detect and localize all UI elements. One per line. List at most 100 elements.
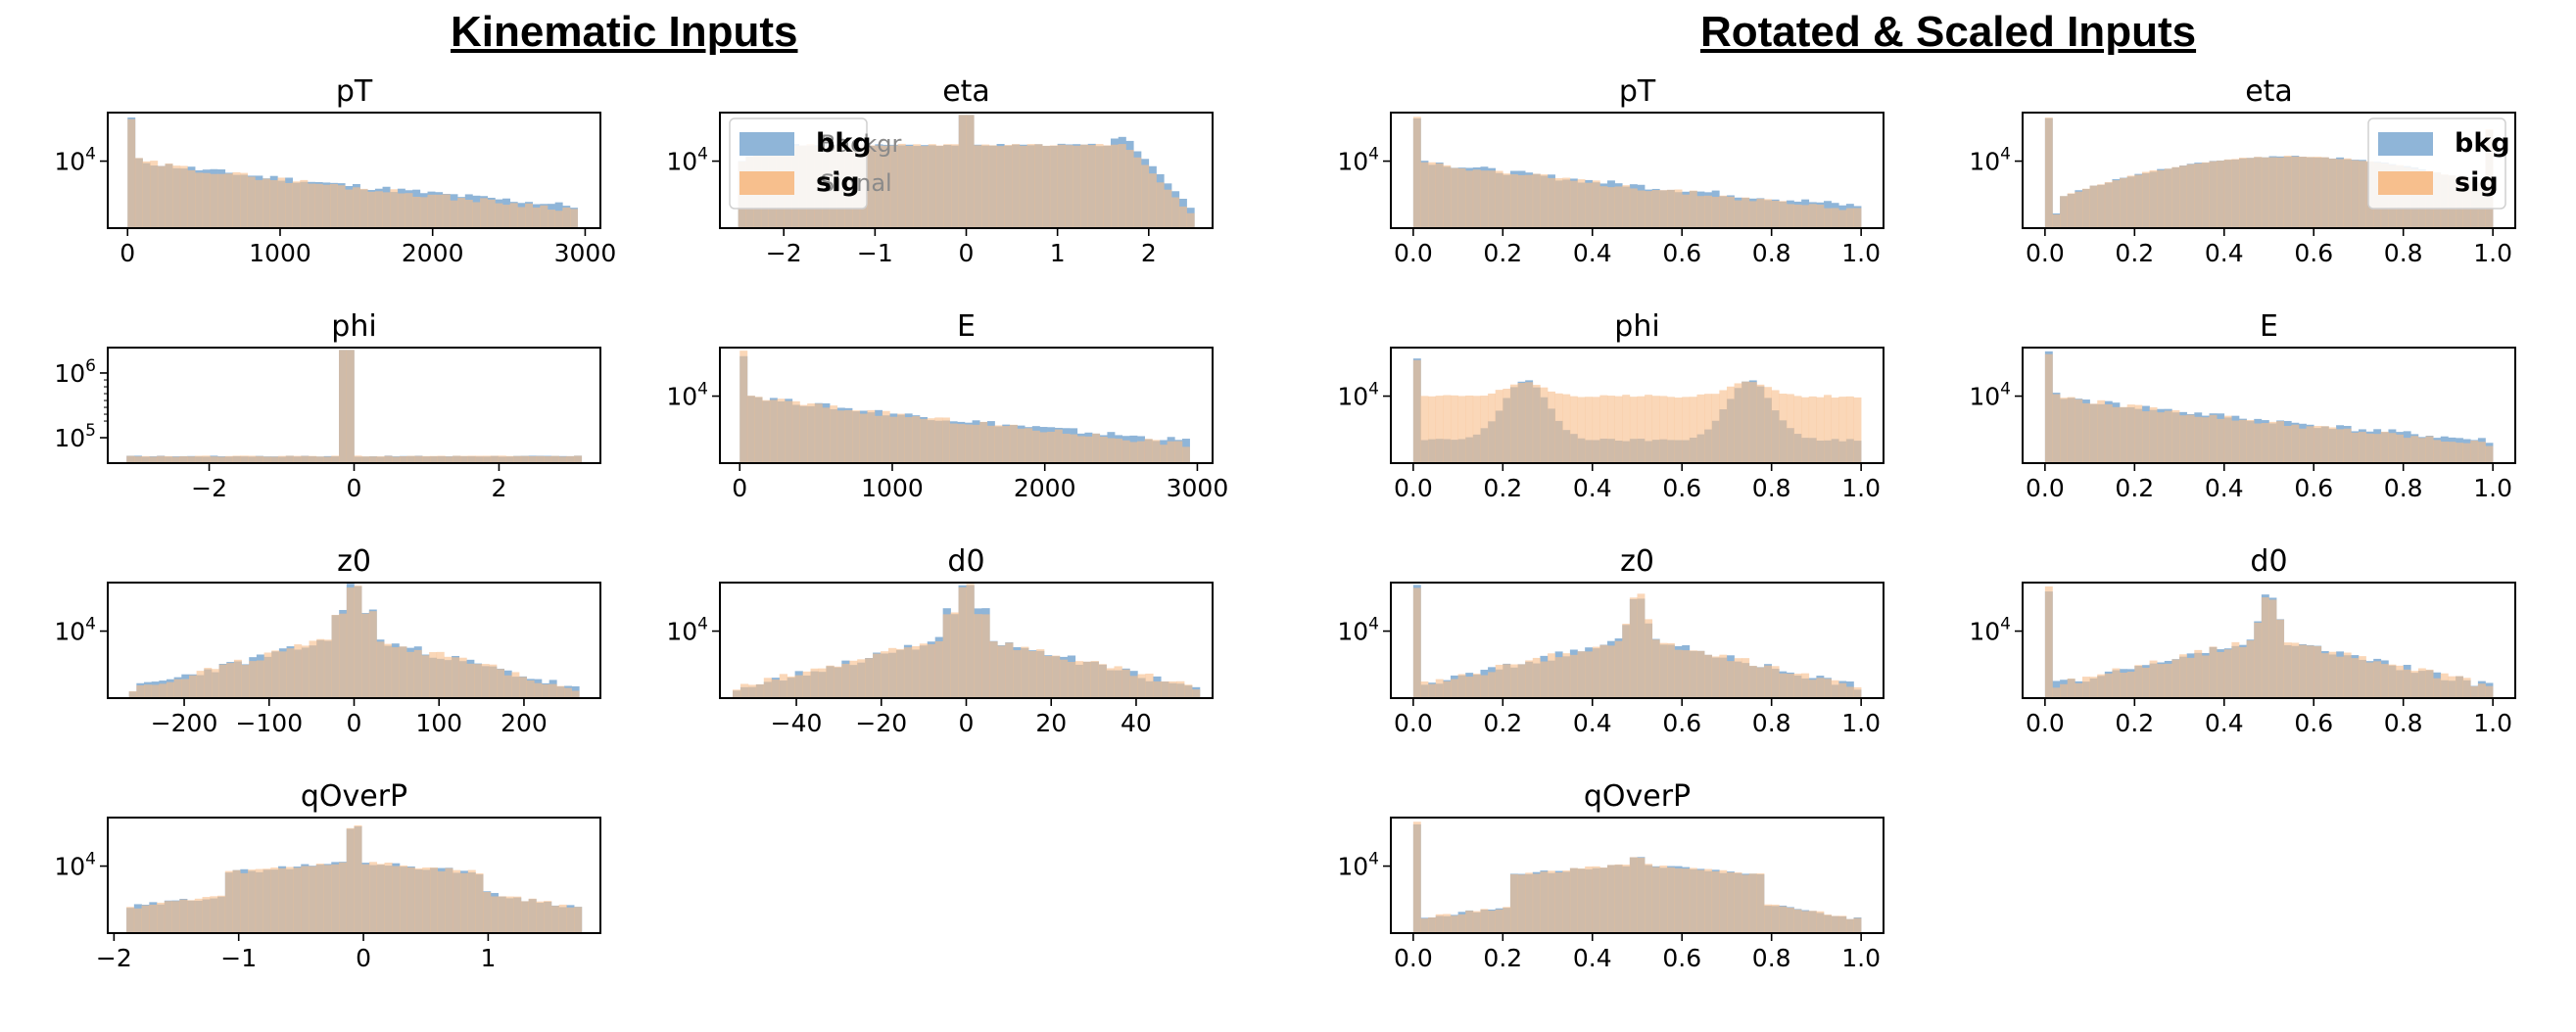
y-tick-label: 104 (1337, 145, 1379, 176)
histogram-bar-sig (1726, 871, 1735, 933)
histogram-bar-sig (1645, 864, 1653, 933)
histogram-bar-sig (1509, 174, 1518, 228)
histogram-bar-sig (2306, 645, 2314, 698)
histogram-bar-sig (1450, 395, 1458, 463)
histogram-bar-sig (1808, 680, 1817, 698)
histogram-bar-sig (2268, 421, 2277, 463)
histogram-bar-sig (1801, 911, 1810, 933)
histogram-bar-sig (1696, 196, 1705, 228)
histogram-bar-sig (472, 202, 481, 228)
histogram-bar-sig (1472, 169, 1481, 228)
histogram-bar-sig (2373, 661, 2382, 698)
histogram-bar-sig (1412, 587, 1421, 698)
plot-frame (107, 817, 601, 934)
histogram-bar-sig (1816, 205, 1825, 228)
histogram-bar-sig (1793, 909, 1802, 933)
histogram-bar-sig (2164, 410, 2172, 463)
histogram-bar-sig (1457, 396, 1466, 463)
histogram-bar-sig (2477, 683, 2486, 698)
x-tick-label: 20 (1035, 709, 1067, 737)
histogram-bar-sig (397, 193, 405, 228)
histogram-bar-sig (1824, 395, 1832, 463)
histogram-bar-sig (1622, 865, 1631, 933)
histogram-bar-sig (2120, 177, 2127, 228)
histogram-bar-sig (2380, 431, 2389, 463)
histogram-bar-sig (566, 907, 575, 933)
plot-frame (719, 347, 1214, 464)
histogram-bar-sig (1472, 674, 1481, 698)
histogram-bar-sig (791, 400, 800, 463)
histogram-bar-sig (2417, 438, 2426, 463)
histogram-bar-sig (1666, 189, 1675, 228)
histogram-bar-sig (1569, 396, 1578, 463)
x-tick-label: −2 (191, 474, 227, 502)
histogram-bar-sig (453, 455, 461, 463)
plot-frame (1390, 582, 1884, 699)
histogram-panel-kinematic-pt: pT 0 1000 2000 3000 104 (54, 74, 616, 267)
histogram-bar-sig (187, 169, 196, 228)
histogram-bar-sig (814, 403, 823, 463)
histogram-bar-sig (762, 399, 771, 463)
histogram-bar-sig (179, 899, 188, 933)
histogram-bar-sig (164, 901, 172, 933)
histogram-bar-sig (285, 182, 293, 228)
histogram-bar-sig (1034, 144, 1043, 228)
histogram-bar-sig (1554, 177, 1563, 228)
histogram-bar-sig (1532, 657, 1541, 698)
histogram-bar-sig (911, 645, 921, 698)
histogram-bar-sig (875, 415, 883, 463)
x-tick-label: 1 (1050, 239, 1066, 267)
histogram-bar-sig (2246, 420, 2255, 463)
histogram-bar-sig (134, 158, 143, 228)
histogram-bar-sig (1057, 144, 1066, 228)
histogram-bar-sig (883, 145, 891, 228)
histogram-bar-sig (141, 905, 150, 933)
histogram-bar-sig (255, 455, 263, 463)
histogram-bar-sig (2298, 428, 2307, 463)
histogram-bar-sig (1450, 679, 1458, 698)
histogram-bar-sig (513, 896, 522, 933)
x-tick-label: 0.2 (2115, 709, 2154, 737)
histogram-bar-sig (1457, 167, 1466, 228)
y-tick-label: 104 (54, 850, 96, 881)
histogram-bar-sig (747, 684, 757, 698)
histogram-bar-sig (1651, 396, 1660, 463)
histogram-panel-scaled-qoverp: qOverP 0.0 0.2 0.4 0.6 0.8 1.0 104 (1337, 779, 1884, 972)
histogram-bar-sig (210, 896, 218, 933)
histogram-bar-sig (2336, 429, 2345, 463)
histogram-bar-sig (497, 669, 505, 698)
histogram-bar-sig (2081, 402, 2090, 463)
histogram-bar-sig (1009, 424, 1018, 463)
histogram-bar-sig (867, 409, 876, 463)
histogram-bar-sig (390, 189, 399, 228)
histogram-bar-sig (897, 143, 906, 228)
x-tick-label: −100 (235, 709, 303, 737)
histogram-bar-sig (1585, 182, 1594, 228)
histogram-bar-sig (171, 456, 180, 463)
histogram-bar-sig (989, 641, 998, 698)
histogram-bar-sig (950, 144, 960, 228)
histogram-panel-scaled-pt: pT 0.0 0.2 0.4 0.6 0.8 1.0 104 (1337, 74, 1884, 267)
histogram-bar-sig (994, 425, 1003, 463)
histogram-bar-sig (1074, 661, 1084, 698)
histogram-bar-sig (1082, 661, 1091, 698)
histogram-bar-sig (1049, 145, 1058, 228)
histogram-bar-sig (1764, 387, 1772, 463)
histogram-bar-sig (2358, 656, 2366, 698)
histogram-bar-sig (1622, 185, 1631, 228)
histogram-bar-sig (1525, 382, 1534, 463)
panel-title: z0 (337, 544, 371, 579)
histogram-bar-sig (1577, 397, 1586, 463)
histogram-bar-sig (1808, 911, 1817, 933)
histogram-bar-sig (2194, 649, 2203, 698)
x-tick-label: 200 (501, 709, 548, 737)
histogram-bar-sig (1666, 867, 1675, 933)
histogram-bar-sig (1428, 916, 1437, 933)
histogram-bar-sig (2149, 169, 2158, 228)
histogram-bar-sig (1110, 144, 1120, 228)
histogram-bar-sig (241, 665, 250, 698)
histogram-bar-sig (309, 866, 317, 933)
histogram-bar-sig (1674, 649, 1683, 698)
histogram-bar-sig (1645, 191, 1653, 228)
histogram-bar-sig (2477, 442, 2486, 463)
